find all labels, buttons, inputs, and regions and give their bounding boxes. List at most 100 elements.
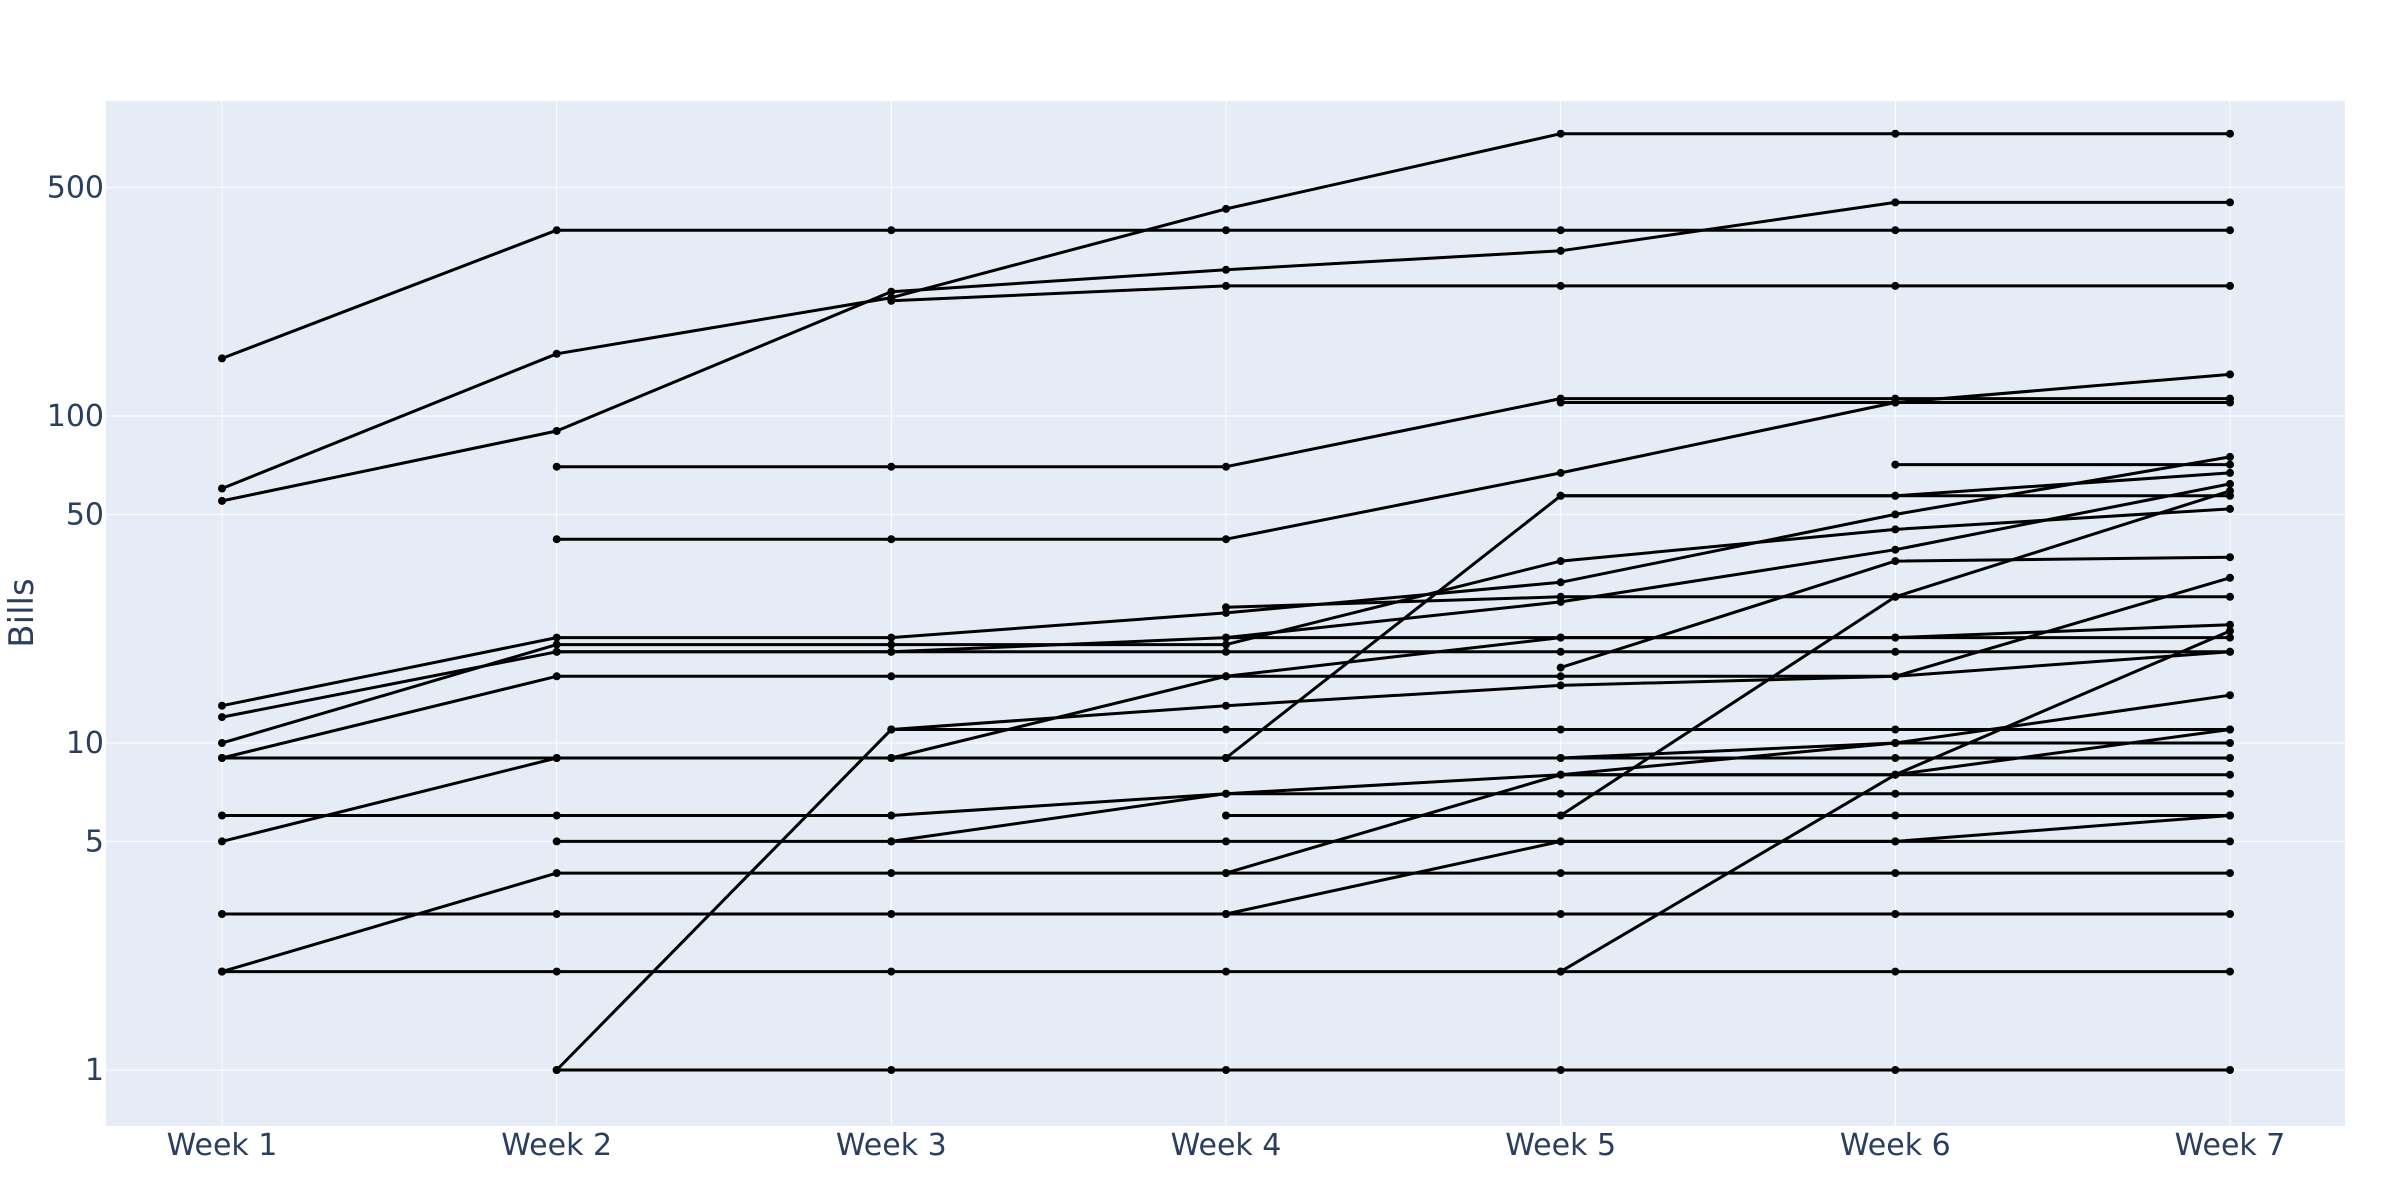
data-point (1891, 770, 1900, 779)
data-point (887, 811, 896, 820)
data-point (1556, 633, 1565, 642)
data-point (2226, 633, 2234, 642)
data-point (1222, 910, 1230, 918)
data-point (1891, 460, 1900, 469)
data-point (2226, 1066, 2234, 1074)
data-point (2226, 627, 2234, 635)
y-axis-title: Bills (2, 578, 42, 647)
data-point (2226, 573, 2234, 582)
data-point (887, 869, 896, 878)
y-tick-label: 10 (66, 726, 104, 761)
series-line-3 (218, 198, 2234, 505)
data-point (1556, 592, 1565, 601)
data-point (1222, 789, 1230, 798)
data-point (218, 967, 226, 976)
data-point (2226, 370, 2234, 379)
data-point (1222, 226, 1230, 235)
data-point (2226, 739, 2234, 747)
data-point (2226, 910, 2234, 918)
series-line-11 (218, 452, 2234, 710)
series-line-19 (887, 620, 2234, 762)
data-point (2226, 452, 2234, 461)
data-point (552, 640, 561, 649)
data-point (887, 837, 896, 846)
data-point (1891, 545, 1900, 554)
data-point (2226, 647, 2234, 656)
data-point (887, 754, 896, 762)
data-point (1222, 869, 1230, 878)
data-point (1222, 701, 1230, 710)
series-line-20 (887, 647, 2234, 734)
data-point (887, 967, 896, 976)
data-point (1222, 608, 1230, 617)
x-tick-label: Week 6 (1840, 1128, 1951, 1163)
data-point (887, 672, 896, 681)
series-path (1225, 728, 2231, 875)
data-point (1891, 672, 1900, 681)
series-line-30 (218, 869, 2234, 976)
data-point (1891, 789, 1900, 798)
data-point (1556, 672, 1565, 681)
series-line-13 (218, 504, 2234, 747)
data-point (2226, 479, 2234, 488)
data-point (2226, 460, 2234, 469)
data-point (1556, 967, 1565, 976)
y-tick-label: 1 (85, 1053, 104, 1088)
data-point (1222, 281, 1230, 290)
data-point (1556, 281, 1565, 290)
data-point (2226, 620, 2234, 629)
data-point (1891, 525, 1900, 534)
data-point (887, 296, 896, 305)
data-point (1556, 468, 1565, 477)
data-point (2226, 486, 2234, 495)
data-point (218, 354, 226, 363)
data-point (2226, 691, 2234, 700)
data-point (218, 484, 226, 493)
data-point (552, 967, 561, 976)
data-point (218, 739, 226, 747)
data-point (552, 869, 561, 878)
data-point (1891, 510, 1900, 519)
data-point (1222, 967, 1230, 976)
data-point (1556, 557, 1565, 566)
series-line-2 (218, 129, 2234, 493)
data-point (552, 535, 561, 544)
data-point (1222, 811, 1230, 820)
series-path (556, 372, 2231, 541)
data-point (2226, 811, 2234, 820)
data-point (1891, 491, 1900, 500)
data-point (1891, 1066, 1900, 1074)
series-line-29 (887, 789, 2234, 846)
data-point (1891, 281, 1900, 290)
data-point (552, 672, 561, 681)
data-point (1556, 681, 1565, 690)
data-point (887, 640, 896, 649)
data-point (1891, 837, 1900, 846)
data-point (1891, 592, 1900, 601)
data-point (1222, 754, 1230, 762)
data-point (1222, 672, 1230, 681)
data-point (2226, 754, 2234, 762)
data-point (1222, 640, 1230, 649)
series-line-17 (1556, 553, 2234, 672)
data-point (2226, 789, 2234, 798)
data-point (1556, 754, 1565, 762)
series-line-7 (1891, 460, 2234, 469)
data-point (552, 427, 561, 435)
data-point (887, 462, 896, 471)
data-point (2226, 592, 2234, 601)
series-layer (218, 129, 2234, 1074)
data-point (2226, 837, 2234, 846)
data-point (1891, 198, 1900, 207)
x-tick-label: Week 4 (1171, 1128, 1282, 1163)
series-line-8 (552, 370, 2234, 544)
y-tick-label: 500 (47, 170, 104, 205)
data-point (1556, 1066, 1565, 1074)
series-path (1225, 494, 2230, 760)
data-point (1556, 770, 1565, 779)
data-point (887, 1066, 896, 1074)
data-point (218, 811, 226, 820)
data-point (1556, 837, 1565, 846)
data-point (1222, 204, 1230, 213)
